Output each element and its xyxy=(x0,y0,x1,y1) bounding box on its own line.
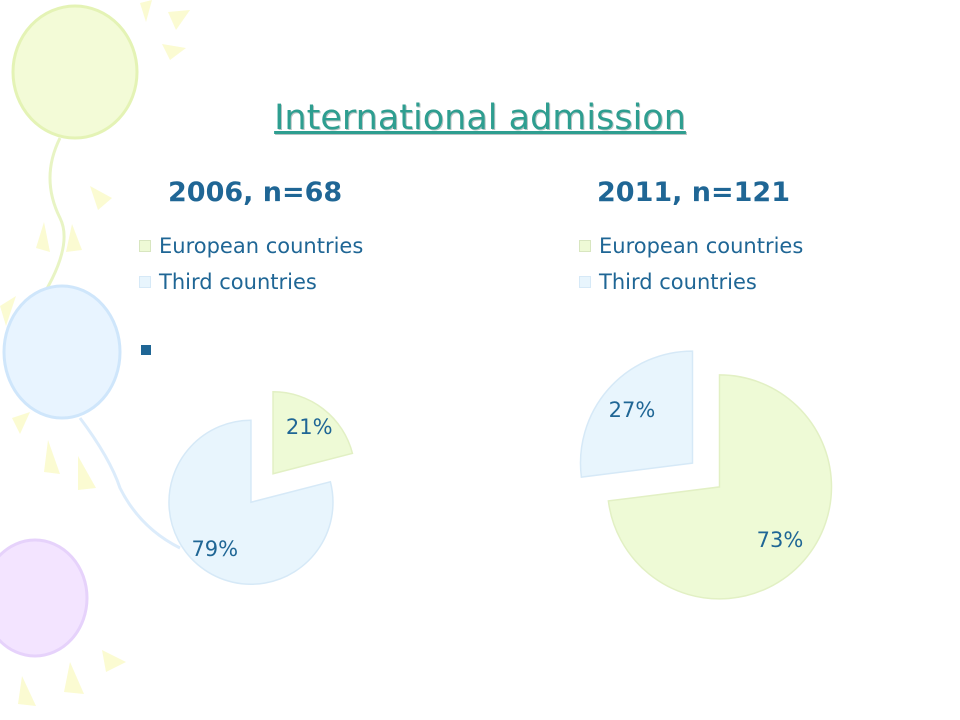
legend-item-third: Third countries xyxy=(139,264,363,300)
legend-2011: European countries Third countries xyxy=(579,228,803,300)
pie-chart-2006: 21% 79% xyxy=(168,391,354,585)
legend-label-european: European countries xyxy=(159,234,364,258)
chart-title-2011: 2011, n=121 xyxy=(597,177,791,208)
pie-slice-european xyxy=(607,374,833,600)
pie-chart-2011: 73% 27% xyxy=(579,350,833,600)
pie-slice-label: 21% xyxy=(286,415,333,439)
legend-swatch-european xyxy=(579,240,591,252)
legend-item-european: European countries xyxy=(139,228,363,264)
chart-title-2006: 2006, n=68 xyxy=(168,177,343,208)
legend-item-european: European countries xyxy=(579,228,803,264)
pie-slice-label: 27% xyxy=(609,398,656,422)
legend-label-third: Third countries xyxy=(599,270,757,294)
legend-swatch-european xyxy=(139,240,151,252)
legend-label-european: European countries xyxy=(599,234,804,258)
pie-slice-third xyxy=(579,350,694,478)
legend-item-third: Third countries xyxy=(579,264,803,300)
confetti-icon xyxy=(0,0,190,706)
legend-2006: European countries Third countries xyxy=(139,228,363,300)
balloon-icon xyxy=(2,284,181,550)
bullet-marker xyxy=(141,345,151,355)
legend-swatch-third xyxy=(579,276,591,288)
pie-slice-european xyxy=(272,391,354,475)
pie-slice-label: 73% xyxy=(757,528,804,552)
legend-swatch-third xyxy=(139,276,151,288)
legend-label-third: Third countries xyxy=(159,270,317,294)
balloon-icon xyxy=(11,4,139,309)
balloon-icon xyxy=(0,538,89,658)
slide-title: International admission xyxy=(274,98,686,138)
pie-slice-third xyxy=(168,419,334,585)
pie-slice-label: 79% xyxy=(191,537,238,561)
